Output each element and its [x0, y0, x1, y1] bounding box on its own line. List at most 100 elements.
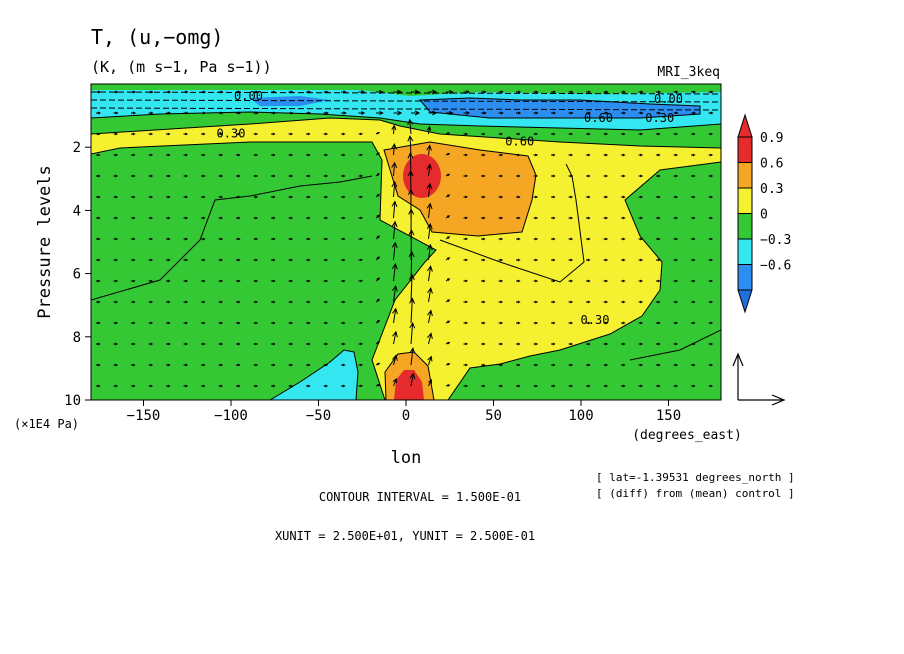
wind-vector: [533, 384, 539, 388]
wind-vector: [621, 216, 626, 220]
x-tick-label: −100: [214, 408, 248, 424]
wind-vector: [586, 384, 591, 388]
wind-vector: [656, 195, 661, 199]
wind-vector: [603, 174, 609, 178]
wind-vector: [516, 132, 521, 136]
wind-vector: [708, 90, 714, 94]
wind-vector: [603, 195, 609, 199]
wind-vector: [656, 90, 662, 94]
wind-vector: [375, 193, 380, 198]
wind-vector: [183, 363, 189, 367]
wind-vector: [183, 237, 189, 241]
wind-vector: [113, 174, 119, 178]
wind-vector: [463, 279, 469, 283]
wind-vector: [166, 342, 171, 346]
wind-vector: [253, 216, 259, 220]
wind-vector: [392, 307, 398, 324]
y-tick-label: 4: [73, 203, 81, 219]
wind-vector: [708, 237, 714, 241]
wind-vector: [673, 111, 679, 115]
wind-vector: [391, 124, 397, 135]
wind-vector: [236, 195, 241, 199]
wind-vector: [673, 195, 679, 199]
wind-vector: [603, 132, 609, 136]
wind-vector: [271, 279, 276, 283]
wind-vector: [323, 279, 329, 283]
wind-vector: [498, 300, 504, 304]
wind-vector: [358, 279, 364, 283]
wind-vector: [480, 258, 486, 262]
wind-vector: [656, 153, 661, 157]
wind-vector: [113, 132, 119, 136]
wind-vector: [288, 363, 294, 367]
wind-vector: [166, 363, 171, 367]
wind-vector: [463, 258, 469, 262]
wind-vector: [638, 174, 644, 178]
wind-vector: [427, 265, 433, 282]
wind-vector: [586, 342, 591, 346]
wind-vector: [113, 237, 119, 241]
wind-vector: [131, 300, 136, 304]
wind-vector: [148, 195, 154, 199]
wind-vector: [201, 90, 207, 94]
wind-vector: [253, 279, 259, 283]
contour-interval-text: CONTOUR INTERVAL = 1.500E-01: [319, 490, 521, 504]
wind-vector: [445, 194, 451, 198]
wind-vector: [480, 342, 486, 346]
wind-vector: [656, 384, 661, 388]
wind-vector: [218, 384, 224, 388]
wind-vector: [340, 258, 346, 262]
wind-vector: [480, 237, 486, 241]
wind-vector: [445, 215, 451, 219]
wind-vector: [551, 300, 556, 304]
wind-vector: [551, 90, 557, 94]
wind-vector: [708, 132, 714, 136]
wind-vector: [323, 363, 329, 367]
wind-vector: [323, 321, 329, 325]
wind-vector: [201, 300, 206, 304]
wind-vector: [96, 111, 102, 115]
wind-vector: [568, 195, 574, 199]
wind-vector: [376, 110, 384, 116]
wind-vector: [428, 378, 432, 387]
colorbar-box: [737, 213, 753, 240]
wind-vector: [691, 111, 697, 115]
wind-vector: [393, 89, 403, 95]
wind-vector: [551, 132, 556, 136]
wind-vector: [323, 300, 329, 304]
wind-vector: [463, 195, 469, 199]
wind-vector: [638, 237, 644, 241]
wind-vector: [498, 258, 504, 262]
wind-vector: [586, 195, 591, 199]
wind-vector: [236, 342, 241, 346]
wind-vector: [621, 153, 626, 157]
wind-vector: [183, 300, 189, 304]
wind-vector: [148, 111, 154, 115]
wind-vector: [166, 111, 172, 115]
wind-vector: [498, 384, 504, 388]
wind-vector: [96, 300, 101, 304]
wind-vector: [516, 363, 521, 367]
wind-vector: [306, 279, 311, 283]
wind-vector: [426, 182, 433, 198]
wind-vector: [480, 300, 486, 304]
wind-vector: [426, 144, 432, 156]
wind-vector: [131, 216, 136, 220]
wind-vector: [691, 363, 696, 367]
contour-label: 0.30: [581, 313, 610, 327]
wind-vector: [656, 174, 661, 178]
vector-units-text: XUNIT = 2.500E+01, YUNIT = 2.500E-01: [275, 529, 535, 543]
contour-label: 0.60: [584, 111, 613, 125]
wind-vector: [656, 216, 661, 220]
wind-vector: [271, 258, 276, 262]
wind-vector: [340, 174, 346, 178]
wind-vector: [586, 153, 591, 157]
wind-vector: [533, 300, 539, 304]
wind-vector: [586, 132, 591, 136]
x-axis-label: lon: [391, 448, 422, 468]
wind-vector: [516, 342, 521, 346]
wind-vector: [691, 132, 696, 136]
wind-vector: [236, 363, 241, 367]
colorbar-box: [737, 162, 753, 189]
wind-vector: [96, 237, 101, 241]
